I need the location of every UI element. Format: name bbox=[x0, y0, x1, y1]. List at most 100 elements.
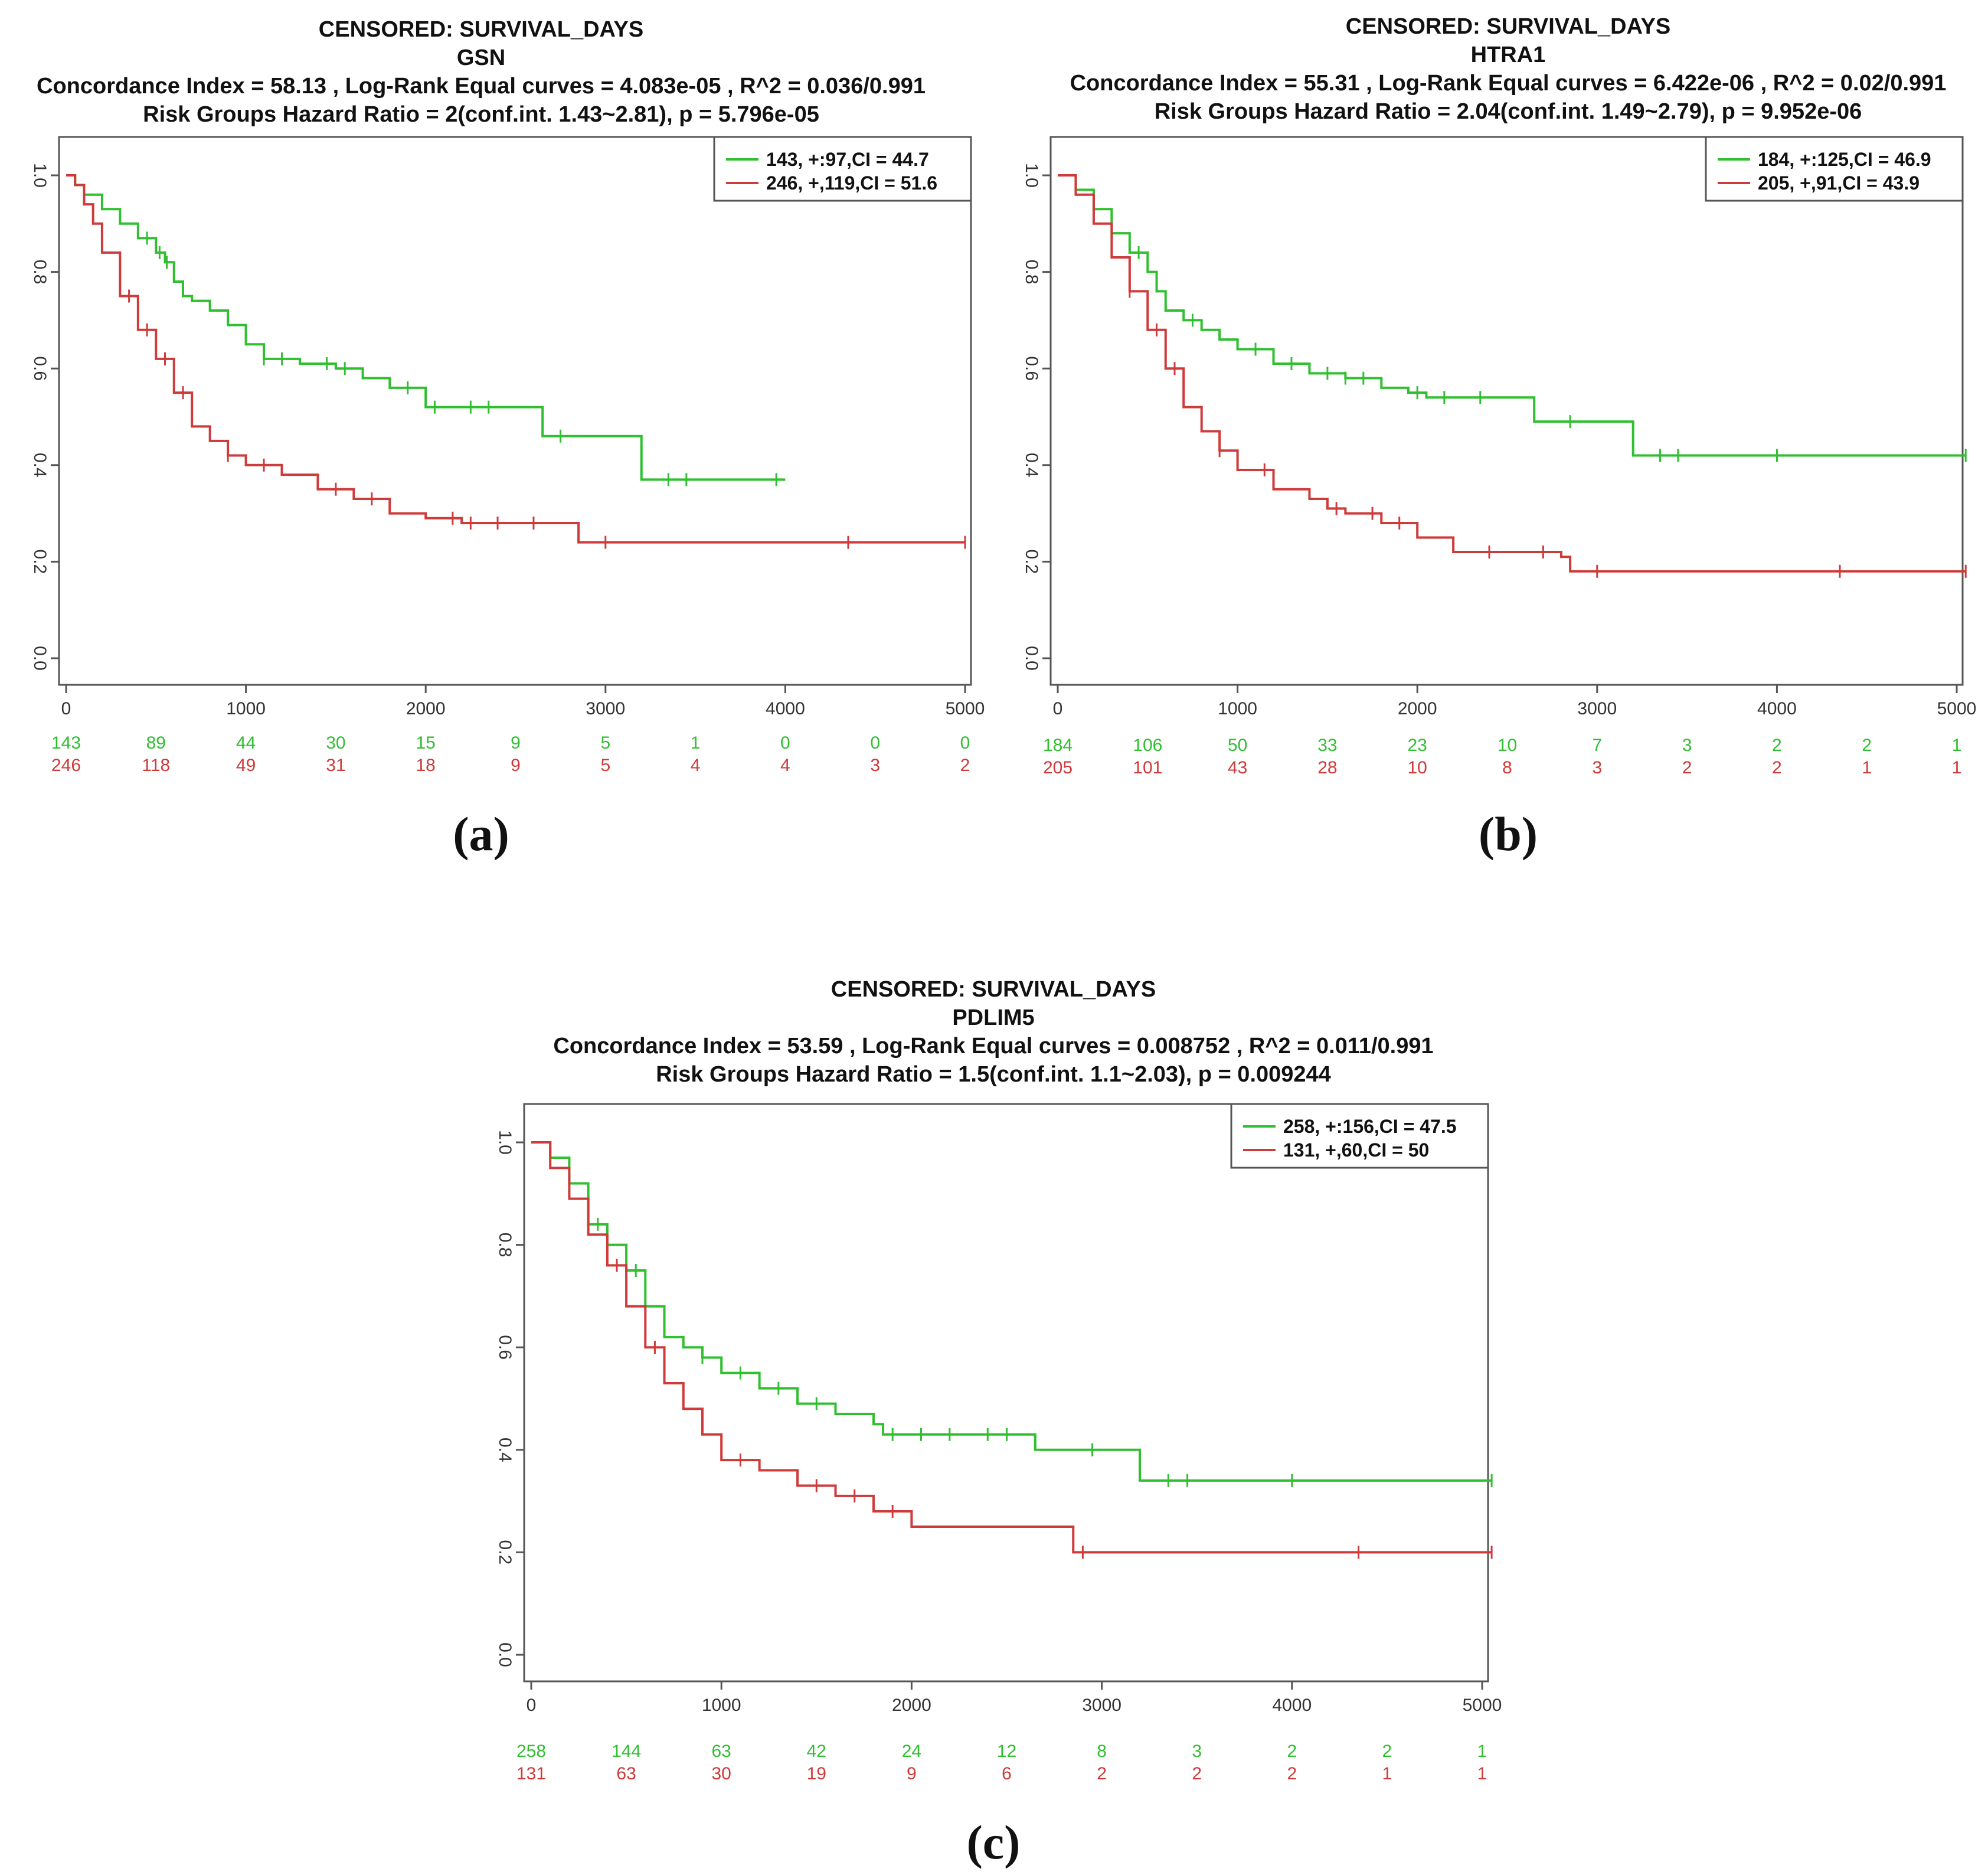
y-tick-label: 0.6 bbox=[30, 356, 50, 381]
risk-count-red: 3 bbox=[1592, 758, 1602, 778]
panel-label: (c) bbox=[966, 1815, 1020, 1869]
x-tick-label: 5000 bbox=[1463, 1696, 1502, 1715]
legend-entry: 246, +,119,CI = 51.6 bbox=[766, 172, 937, 194]
green-survival-curve bbox=[66, 174, 786, 481]
risk-count-green: 144 bbox=[612, 1742, 641, 1761]
chart-title-line: Concordance Index = 58.13 , Log-Rank Equ… bbox=[37, 74, 926, 99]
risk-count-green: 23 bbox=[1408, 736, 1427, 755]
risk-count-green: 106 bbox=[1133, 736, 1162, 755]
green-survival-curve bbox=[531, 1141, 1492, 1482]
legend-box bbox=[1230, 1103, 1489, 1169]
risk-count-green: 30 bbox=[326, 733, 345, 753]
red-survival-curve bbox=[66, 174, 965, 544]
x-tick-label: 1000 bbox=[702, 1696, 741, 1715]
y-tick-label: 0.2 bbox=[1022, 550, 1041, 574]
y-tick-label: 0.0 bbox=[1022, 646, 1041, 671]
x-tick-label: 1000 bbox=[1218, 699, 1257, 718]
risk-count-green: 1 bbox=[1952, 736, 1962, 755]
y-tick-label: 0.6 bbox=[495, 1335, 515, 1360]
risk-count-red: 3 bbox=[870, 756, 880, 775]
chart-title-line: Risk Groups Hazard Ratio = 2.04(conf.int… bbox=[1155, 99, 1862, 124]
plot-frame bbox=[1049, 136, 1964, 686]
risk-count-green: 33 bbox=[1317, 736, 1337, 755]
risk-count-red: 10 bbox=[1408, 758, 1427, 778]
y-tick-label: 0.0 bbox=[30, 646, 50, 671]
x-tick-label: 3000 bbox=[586, 699, 625, 718]
x-tick-label: 4000 bbox=[766, 699, 805, 718]
risk-count-red: 131 bbox=[516, 1764, 546, 1783]
risk-count-red: 8 bbox=[1502, 758, 1512, 778]
x-tick-label: 4000 bbox=[1757, 699, 1797, 718]
risk-count-red: 2 bbox=[1097, 1764, 1107, 1783]
risk-count-red: 4 bbox=[780, 756, 790, 775]
risk-count-green: 2 bbox=[1772, 736, 1782, 755]
risk-count-red: 30 bbox=[712, 1764, 731, 1783]
chart-title-line: Concordance Index = 53.59 , Log-Rank Equ… bbox=[553, 1034, 1433, 1059]
risk-count-green: 12 bbox=[997, 1742, 1016, 1761]
risk-count-green: 3 bbox=[1192, 1742, 1202, 1761]
y-tick-label: 1.0 bbox=[1022, 163, 1041, 188]
x-tick-label: 2000 bbox=[892, 1696, 931, 1715]
red-survival-curve bbox=[1058, 174, 1966, 573]
x-tick-label: 3000 bbox=[1082, 1696, 1121, 1715]
x-tick-label: 2000 bbox=[1398, 699, 1437, 718]
risk-count-red: 1 bbox=[1952, 758, 1962, 778]
risk-count-red: 6 bbox=[1002, 1764, 1012, 1783]
risk-count-green: 0 bbox=[960, 733, 970, 753]
panel-label: (a) bbox=[453, 807, 509, 861]
x-tick-label: 5000 bbox=[946, 699, 985, 718]
risk-count-green: 50 bbox=[1228, 736, 1247, 755]
risk-count-red: 2 bbox=[1192, 1764, 1202, 1783]
risk-count-red: 63 bbox=[616, 1764, 636, 1783]
chart-gene-title: GSN bbox=[457, 45, 505, 70]
risk-count-red: 31 bbox=[326, 756, 345, 775]
risk-count-green: 0 bbox=[780, 733, 790, 753]
risk-count-green: 3 bbox=[1682, 736, 1692, 755]
risk-count-green: 63 bbox=[712, 1742, 731, 1761]
risk-count-red: 49 bbox=[236, 756, 256, 775]
chart-title-line: CENSORED: SURVIVAL_DAYS bbox=[1346, 14, 1670, 39]
risk-count-red: 9 bbox=[511, 756, 521, 775]
risk-count-red: 18 bbox=[416, 756, 436, 775]
x-tick-label: 1000 bbox=[226, 699, 266, 718]
plot-frame bbox=[523, 1103, 1489, 1683]
chart-title-line: CENSORED: SURVIVAL_DAYS bbox=[319, 17, 643, 42]
risk-count-green: 10 bbox=[1497, 736, 1517, 755]
risk-count-green: 2 bbox=[1287, 1742, 1297, 1761]
survival-chart-panel-1: CENSORED: SURVIVAL_DAYS GSN Concordance In… bbox=[30, 17, 985, 861]
y-tick-label: 0.2 bbox=[495, 1540, 515, 1565]
legend-box bbox=[713, 136, 972, 202]
risk-count-red: 246 bbox=[51, 756, 81, 775]
risk-count-green: 1 bbox=[691, 733, 701, 753]
y-tick-label: 0.6 bbox=[1022, 356, 1041, 381]
risk-count-red: 4 bbox=[691, 756, 701, 775]
red-survival-curve bbox=[531, 1141, 1492, 1554]
x-tick-label: 0 bbox=[61, 699, 71, 718]
risk-count-green: 5 bbox=[600, 733, 610, 753]
risk-count-green: 1 bbox=[1477, 1742, 1487, 1761]
y-tick-label: 0.8 bbox=[1022, 260, 1041, 285]
legend-box bbox=[1705, 136, 1964, 202]
y-tick-label: 0.4 bbox=[1022, 453, 1041, 478]
y-tick-label: 0.8 bbox=[495, 1233, 515, 1257]
risk-count-red: 205 bbox=[1043, 758, 1073, 778]
x-tick-label: 0 bbox=[527, 1696, 537, 1715]
risk-count-green: 24 bbox=[902, 1742, 921, 1761]
risk-count-red: 1 bbox=[1477, 1764, 1487, 1783]
x-tick-label: 0 bbox=[1053, 699, 1063, 718]
risk-count-green: 0 bbox=[870, 733, 880, 753]
y-tick-label: 0.2 bbox=[30, 550, 50, 574]
risk-count-green: 2 bbox=[1862, 736, 1872, 755]
risk-count-green: 44 bbox=[236, 733, 256, 753]
risk-count-green: 2 bbox=[1382, 1742, 1392, 1761]
x-tick-label: 5000 bbox=[1937, 699, 1977, 718]
legend-entry: 131, +,60,CI = 50 bbox=[1283, 1139, 1429, 1161]
y-tick-label: 1.0 bbox=[30, 163, 50, 188]
risk-count-green: 258 bbox=[516, 1742, 546, 1761]
panel-label: (b) bbox=[1479, 807, 1538, 861]
risk-count-green: 42 bbox=[807, 1742, 826, 1761]
risk-count-red: 5 bbox=[600, 756, 610, 775]
risk-count-green: 7 bbox=[1592, 736, 1602, 755]
risk-count-green: 9 bbox=[511, 733, 521, 753]
